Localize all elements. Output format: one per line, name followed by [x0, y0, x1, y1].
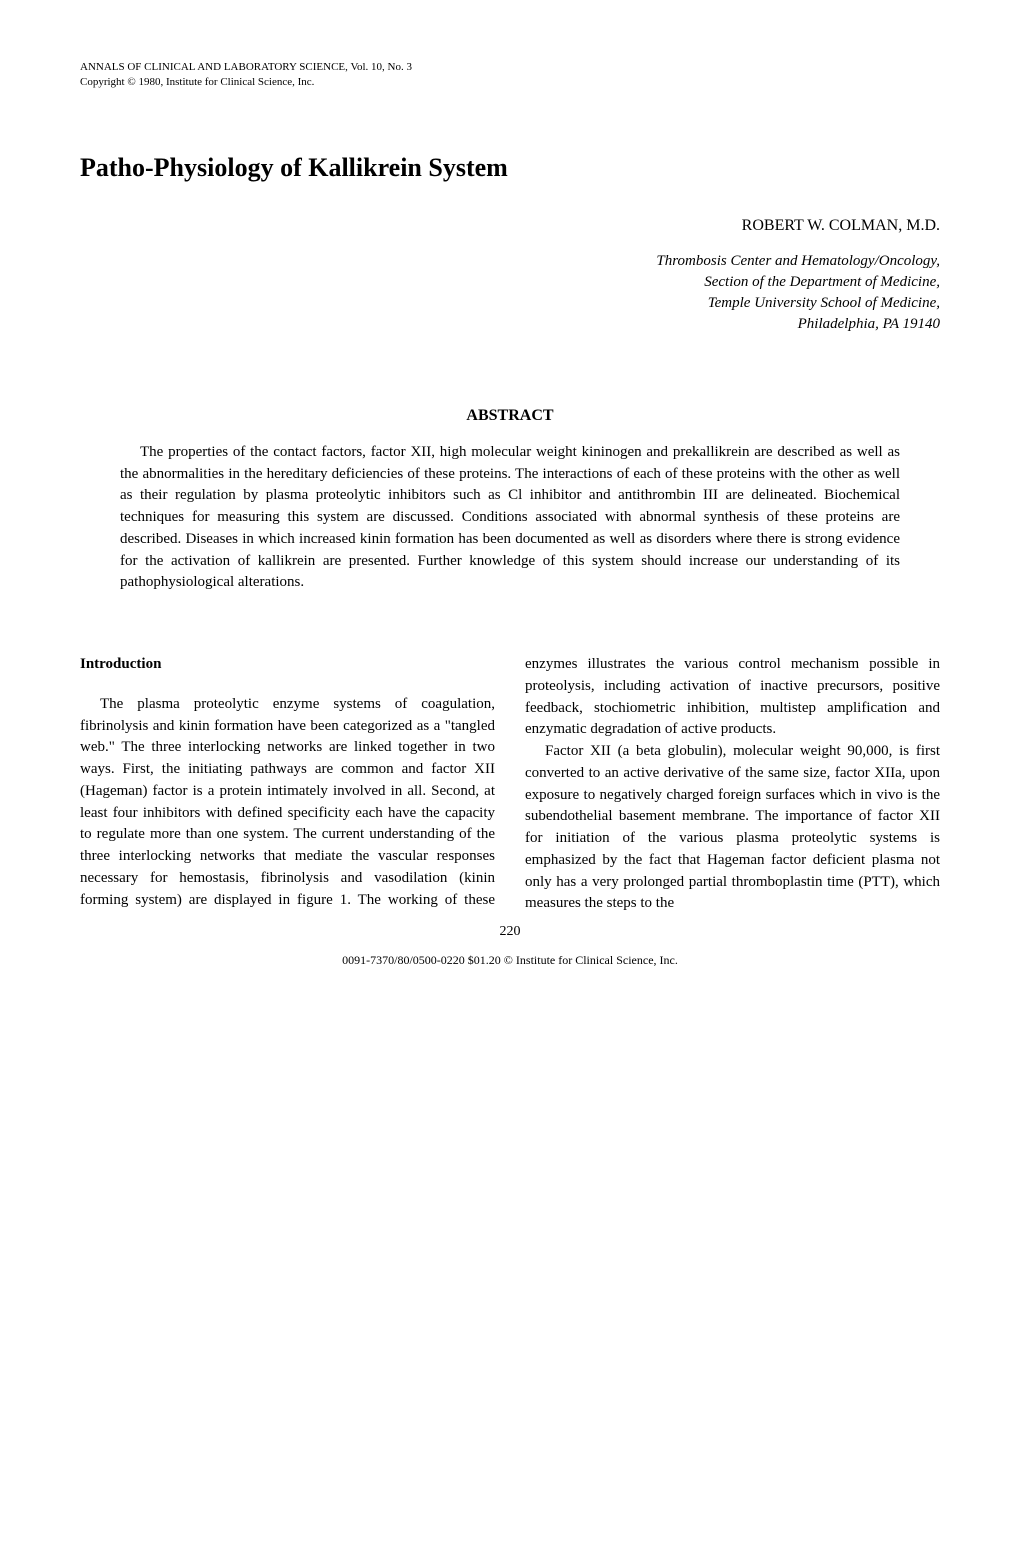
body-paragraph-2: Factor XII (a beta globulin), molecular …	[525, 741, 940, 915]
introduction-heading: Introduction	[80, 654, 495, 676]
journal-line: ANNALS OF CLINICAL AND LABORATORY SCIENC…	[80, 60, 940, 75]
affiliation-line-3: Temple University School of Medicine,	[80, 293, 940, 314]
footer-copyright: 0091-7370/80/0500-0220 $01.20 © Institut…	[80, 952, 940, 968]
body-columns: Introduction The plasma proteolytic enzy…	[80, 654, 940, 915]
article-title: Patho-Physiology of Kallikrein System	[80, 150, 940, 185]
abstract-text: The properties of the contact factors, f…	[120, 442, 900, 594]
author-name: ROBERT W. COLMAN, M.D.	[80, 215, 940, 237]
author-affiliation: Thrombosis Center and Hematology/Oncolog…	[80, 251, 940, 335]
affiliation-line-4: Philadelphia, PA 19140	[80, 314, 940, 335]
journal-header: ANNALS OF CLINICAL AND LABORATORY SCIENC…	[80, 60, 940, 90]
copyright-header-line: Copyright © 1980, Institute for Clinical…	[80, 75, 940, 90]
affiliation-line-2: Section of the Department of Medicine,	[80, 272, 940, 293]
page-number: 220	[80, 923, 940, 942]
affiliation-line-1: Thrombosis Center and Hematology/Oncolog…	[80, 251, 940, 272]
abstract-heading: ABSTRACT	[80, 405, 940, 427]
